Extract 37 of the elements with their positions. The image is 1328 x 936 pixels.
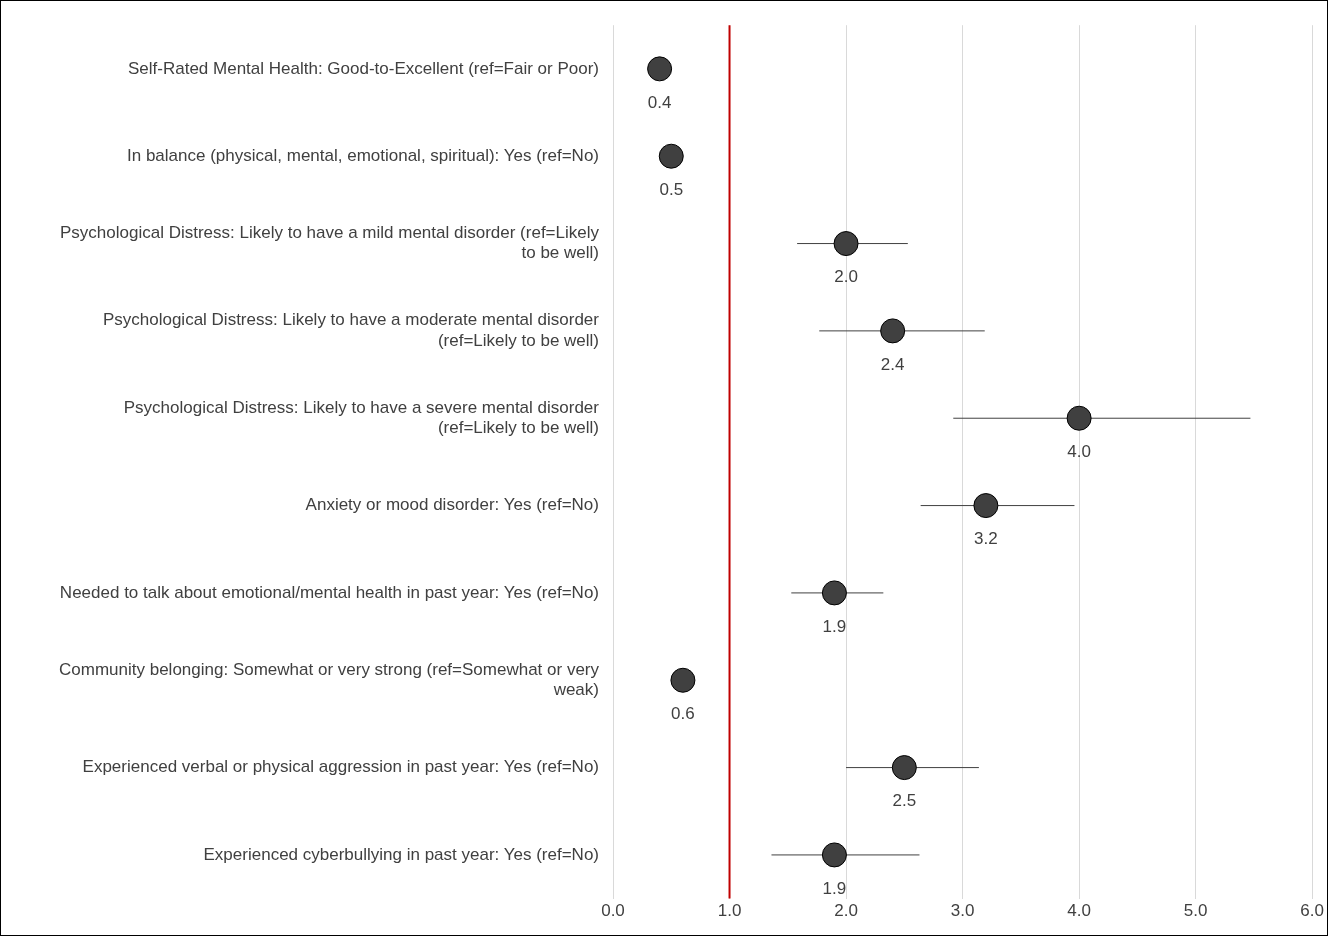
y-tick-label: Needed to talk about emotional/mental health in past year: Yes (ref=No) <box>59 582 599 602</box>
x-tick-label: 1.0 <box>717 901 742 921</box>
x-tick-label: 6.0 <box>1300 901 1324 921</box>
y-tick-label: Experienced verbal or physical aggression in past year: Yes (ref=No) <box>82 757 599 777</box>
y-tick-label: Psychological Distress: Likely to have a severe mental disorder (ref=Likely to be well) <box>123 397 600 438</box>
data-label: 0.5 <box>659 179 684 199</box>
data-label: 0.6 <box>671 703 695 723</box>
x-tick-label: 0.0 <box>601 901 625 921</box>
point <box>647 56 673 82</box>
x-tick-label: 2.0 <box>834 901 858 921</box>
y-tick-label: Community belonging: Somewhat or very strong (ref=Somewhat or very weak) <box>59 659 600 700</box>
y-tick-label: Experienced cyberbullying in past year: Yes (ref=No) <box>203 844 599 864</box>
data-label: 2.0 <box>834 267 858 287</box>
y-tick-label: Self-Rated Mental Health: Good-to-Excellent (ref=Fair or Poor) <box>127 58 599 78</box>
point <box>1066 405 1092 431</box>
point <box>880 318 906 344</box>
point <box>821 842 847 868</box>
data-label: 2.5 <box>892 791 917 811</box>
point <box>658 143 684 169</box>
point <box>670 667 696 693</box>
y-tick-label: In balance (physical, mental, emotional, spiritual): Yes (ref=No) <box>127 145 599 165</box>
y-tick-label: Psychological Distress: Likely to have a moderate mental disorder (ref=Likely to be well) <box>102 310 600 350</box>
y-tick-label: Psychological Distress: Likely to have a mild mental disorder (ref=Likely to be well) <box>59 223 600 263</box>
point <box>821 580 847 606</box>
data-label: 1.9 <box>822 616 847 636</box>
point <box>973 493 999 519</box>
data-label: 4.0 <box>1067 441 1091 461</box>
data-label: 3.2 <box>974 529 998 549</box>
x-tick-label: 4.0 <box>1067 901 1091 921</box>
x-tick-label: 3.0 <box>950 901 975 921</box>
x-tick-label: 5.0 <box>1183 901 1208 921</box>
data-label: 2.4 <box>880 354 905 374</box>
point <box>891 755 917 781</box>
data-label: 0.4 <box>647 92 672 112</box>
point <box>833 231 859 257</box>
y-tick-label: Anxiety or mood disorder: Yes (ref=No) <box>305 495 599 515</box>
data-label: 1.9 <box>822 878 847 898</box>
